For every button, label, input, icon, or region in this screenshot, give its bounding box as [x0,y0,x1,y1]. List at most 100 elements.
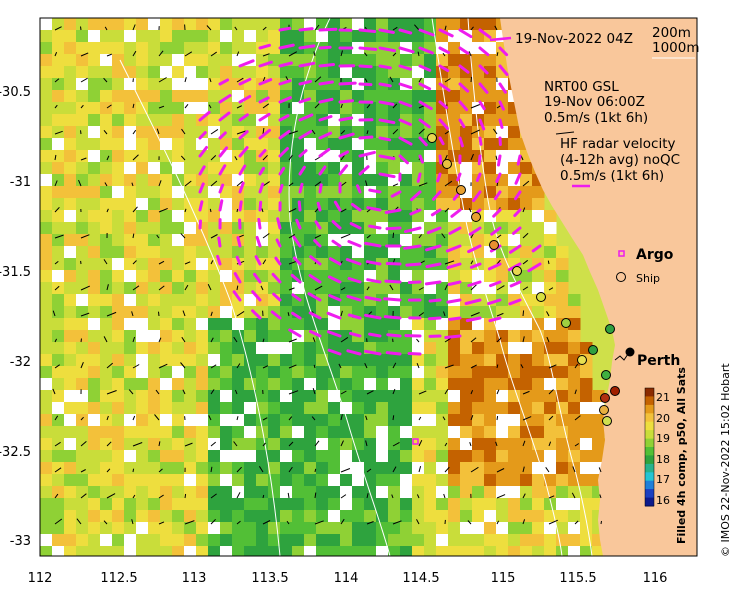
sst-cell [556,354,569,367]
hf-vector [278,147,289,158]
sst-cell [52,474,65,487]
model-scale-arrow [555,131,575,135]
model-vector [392,466,397,473]
sst-cell [268,18,281,31]
sst-cell [292,138,305,151]
model-vector [522,259,529,265]
sst-cell [52,150,65,163]
sst-cell [40,318,53,331]
sst-cell [232,534,245,547]
hf-vector [493,190,502,201]
sst-cell [112,294,125,307]
model-vector [210,364,217,369]
sst-cell [64,114,77,127]
sst-cell [100,426,113,439]
hf-vector [307,292,322,302]
sst-cell [448,510,461,523]
hf-vector [258,112,271,122]
sst-cell [88,498,101,511]
model-vector [574,520,579,525]
sst-cell [412,366,425,379]
sst-cell [76,402,89,415]
sst-cell [328,438,341,451]
sst-cell [268,90,281,103]
sst-cell [208,546,221,556]
sst-cell [484,426,497,439]
sst-cell [388,426,401,439]
sst-cell [352,246,365,259]
sst-cell [352,150,365,163]
sst-cell [580,426,593,439]
sst-cell [76,114,89,127]
sst-cell [112,534,125,547]
model-vector [364,78,368,83]
model-vector [236,363,241,369]
hf-vector [288,328,302,338]
sst-cell [304,246,317,259]
copyright-note: © IMOS 22-Nov-2022 15:02 Hobart [719,363,732,557]
model-vector [80,52,89,57]
sst-cell [376,138,389,151]
model-vector [496,364,499,369]
sst-cell [460,378,473,391]
sst-cell [172,450,185,463]
hf-vector [386,333,402,338]
sst-cell [328,498,341,511]
sst-cell [328,462,341,475]
hf-vector [478,100,486,111]
model-vector [106,362,114,369]
sst-cell [376,318,389,331]
colorbar-swatch [645,480,654,490]
sst-cell [124,534,137,547]
sst-cell [556,450,569,463]
sst-cell [196,378,209,391]
sst-cell [76,246,89,259]
sst-cell [484,378,497,391]
sst-cell [280,222,293,235]
sst-cell [484,438,497,451]
sst-cell [316,414,329,427]
sst-cell [280,402,293,415]
sst-cell [40,294,53,307]
sst-cell [424,402,437,415]
model-vector [392,183,399,187]
sst-cell [580,402,593,415]
hf-vector [425,262,442,269]
sst-cell [268,426,281,439]
sst-cell [88,102,101,115]
model-vector [80,157,87,161]
sst-cell [448,270,461,283]
sst-cell [340,330,353,343]
sst-cell [376,258,389,271]
hf-vector [478,136,483,146]
model-vector [158,494,164,499]
sst-cell [172,426,185,439]
sst-cell [40,330,53,343]
sst-cell [196,510,209,523]
sst-cell [220,486,233,499]
ship-marker [561,318,571,328]
sst-cell [148,138,161,151]
sst-cell [40,78,53,91]
sst-cell [292,414,305,427]
hf-vector [278,183,284,194]
model-vector [444,260,455,265]
hf-vector [398,118,412,126]
hf-vector [327,330,342,338]
argo-legend-symbol [618,250,625,257]
sst-cell [484,150,497,163]
sst-cell [208,54,221,67]
sst-cell [412,30,425,43]
sst-cell [244,18,257,31]
sst-cell [220,414,233,427]
sst-cell [268,342,281,355]
sst-cell [556,522,569,535]
sst-cell [268,198,281,211]
sst-cell [124,378,137,391]
sst-cell [76,330,89,343]
sst-cell [52,162,65,175]
sst-cell [328,474,341,487]
sst-cell [520,390,533,403]
x-tick-label: 116 [643,571,668,586]
sst-cell [484,198,497,211]
